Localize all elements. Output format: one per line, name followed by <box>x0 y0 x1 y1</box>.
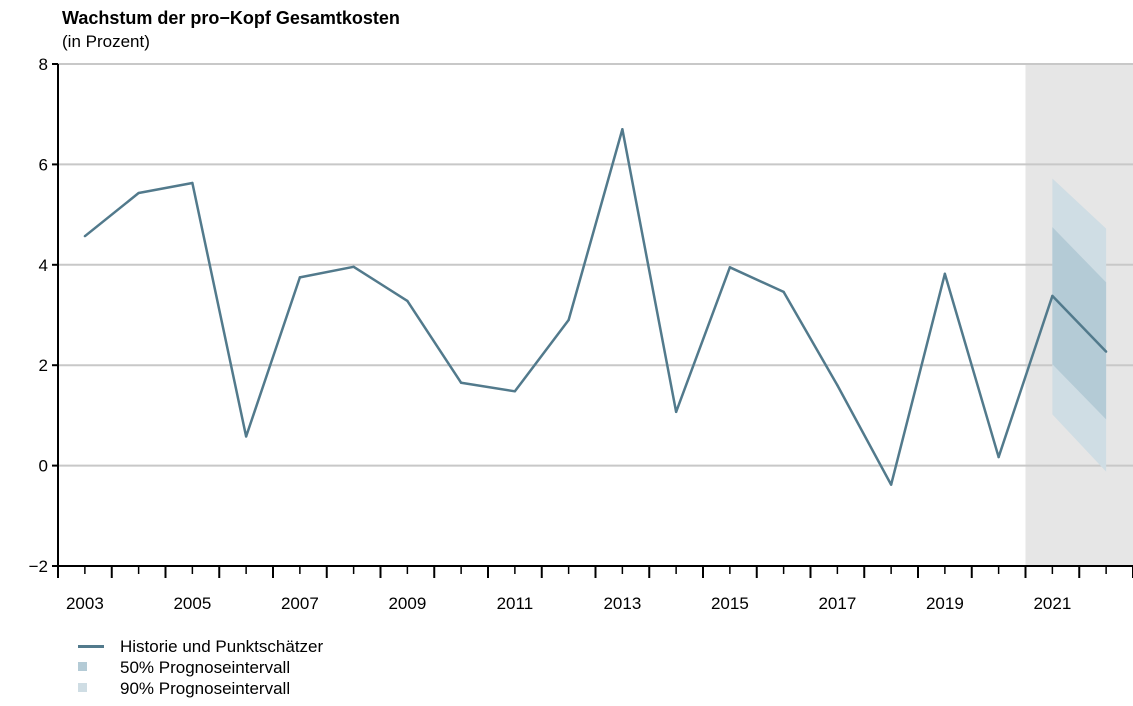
legend-square-swatch-50 <box>78 662 87 671</box>
data-point <box>406 299 409 303</box>
x-tick-label: 2017 <box>818 594 856 613</box>
x-tick-label: 2005 <box>173 594 211 613</box>
y-tick-label: 2 <box>39 356 48 375</box>
y-tick-label: −2 <box>29 557 48 576</box>
data-point <box>943 272 947 276</box>
data-point <box>674 410 678 414</box>
series-line <box>84 128 1108 486</box>
x-tick-label: 2015 <box>711 594 749 613</box>
y-tick-label: 8 <box>39 55 48 74</box>
x-tick-label: 2019 <box>926 594 964 613</box>
data-point <box>836 384 839 387</box>
y-tick-label: 4 <box>39 256 48 275</box>
data-point <box>997 455 1000 459</box>
legend-label-history: Historie und Punktschätzer <box>120 637 324 656</box>
legend-item-50-interval: 50% Prognoseintervall <box>70 657 323 678</box>
data-point <box>244 435 248 438</box>
legend-item-history: Historie und Punktschätzer <box>70 636 323 657</box>
data-point <box>352 265 355 269</box>
x-tick-label: 2007 <box>281 594 319 613</box>
legend-label-90-interval: 90% Prognoseintervall <box>120 679 291 698</box>
data-point <box>459 381 463 384</box>
chart-subtitle: (in Prozent) <box>62 32 150 51</box>
data-point <box>621 128 624 131</box>
data-point <box>1051 294 1054 298</box>
data-point <box>298 276 302 279</box>
x-tick-label: 2013 <box>603 594 641 613</box>
x-tick-label: 2021 <box>1033 594 1071 613</box>
data-point <box>513 390 517 393</box>
y-tick-label: 0 <box>39 457 48 476</box>
chart-title: Wachstum der pro−Kopf Gesamtkosten <box>62 8 400 28</box>
y-tick-label: 6 <box>39 155 48 174</box>
data-point <box>1104 350 1108 353</box>
x-tick-label: 2003 <box>66 594 104 613</box>
legend-label-50-interval: 50% Prognoseintervall <box>120 658 291 677</box>
legend-square-swatch-90 <box>78 683 87 692</box>
data-point <box>782 290 785 294</box>
legend-line-swatch <box>78 645 104 648</box>
x-tick-label: 2009 <box>388 594 426 613</box>
data-point <box>567 318 570 322</box>
legend-item-90-interval: 90% Prognoseintervall <box>70 678 323 699</box>
x-tick-label: 2011 <box>497 594 534 613</box>
legend: Historie und Punktschätzer 50% Prognosei… <box>70 636 323 699</box>
data-point <box>889 483 893 486</box>
data-point <box>728 266 732 269</box>
data-point <box>191 181 194 185</box>
data-point <box>83 234 87 238</box>
data-point <box>137 191 140 195</box>
